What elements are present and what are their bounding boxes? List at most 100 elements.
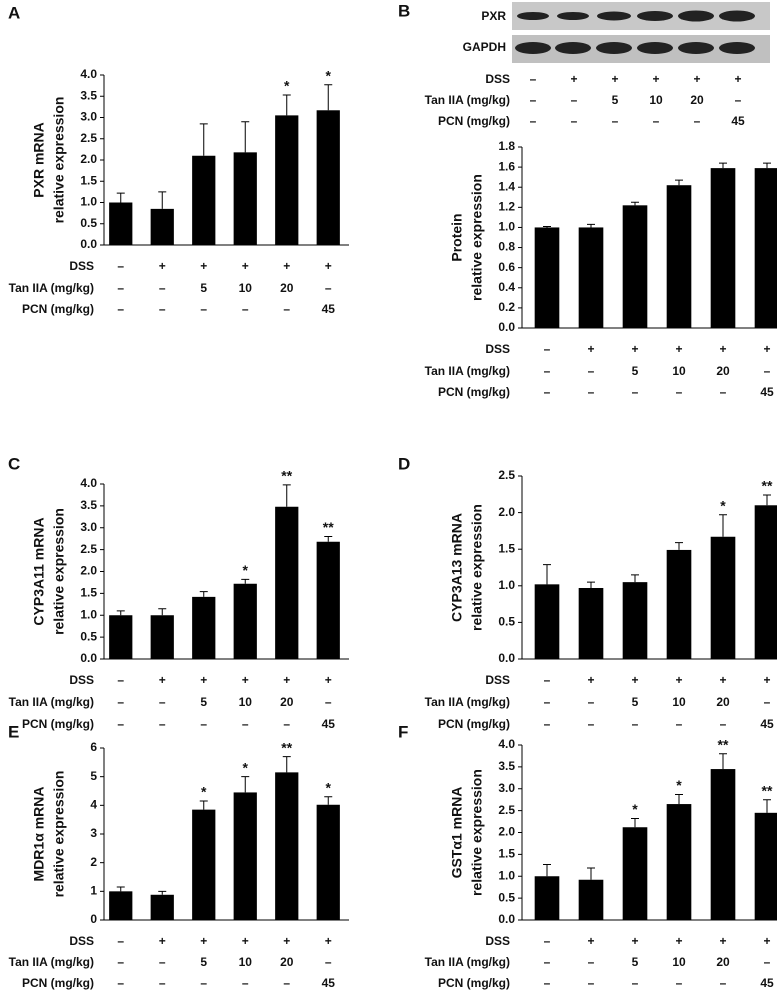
condition-value: 10: [672, 955, 686, 969]
condition-value: +: [763, 673, 770, 687]
error-bar: [631, 574, 639, 583]
bar: [710, 769, 736, 920]
condition-value: –: [117, 281, 124, 295]
error-bar: [116, 886, 125, 892]
condition-value: –: [571, 93, 578, 107]
condition-value: +: [675, 934, 682, 948]
error-bar: [324, 84, 333, 111]
y-axis-label: relative expression: [469, 174, 485, 301]
condition-value: +: [719, 342, 726, 356]
western-blot: [512, 2, 770, 63]
y-tick-label: 2.0: [498, 825, 515, 839]
condition-label: Tan IIA (mg/kg): [9, 281, 94, 295]
y-tick-label: 1.0: [80, 607, 97, 621]
significance: **: [718, 736, 729, 752]
panel-label: E: [8, 722, 19, 741]
condition-label: Tan IIA (mg/kg): [425, 93, 510, 107]
bar: [578, 227, 604, 328]
condition-value: –: [325, 695, 332, 709]
error-bar: [631, 818, 639, 828]
y-tick-label: 1.4: [498, 179, 515, 193]
condition-value: –: [676, 717, 683, 731]
condition-label: Tan IIA (mg/kg): [425, 955, 510, 969]
significance: *: [201, 784, 207, 800]
condition-value: –: [117, 673, 124, 687]
condition-value: +: [242, 259, 249, 273]
condition-value: 20: [280, 695, 294, 709]
condition-value: +: [159, 673, 166, 687]
bar: [534, 227, 560, 328]
condition-label: PCN (mg/kg): [438, 976, 510, 990]
error-bar: [587, 581, 595, 588]
y-tick-label: 1.5: [80, 173, 97, 187]
condition-value: 20: [280, 281, 294, 295]
condition-value: –: [325, 955, 332, 969]
bar: [666, 804, 692, 920]
blot-band-label: GAPDH: [463, 40, 506, 54]
error-bar: [158, 608, 167, 616]
panel-label: B: [398, 1, 410, 20]
y-axis-label: GSTα1 mRNA: [449, 787, 465, 879]
condition-value: –: [242, 976, 249, 990]
significance: *: [720, 497, 726, 513]
y-tick-label: 0.2: [498, 300, 515, 314]
condition-value: –: [632, 385, 639, 399]
y-tick-label: 0.5: [498, 615, 515, 629]
condition-value: 10: [672, 695, 686, 709]
y-tick-label: 0.0: [80, 237, 97, 251]
error-bar: [199, 123, 208, 156]
significance: *: [243, 562, 249, 578]
error-bar: [763, 162, 771, 169]
y-tick-label: 1.5: [80, 586, 97, 600]
condition-value: +: [159, 934, 166, 948]
condition-value: –: [720, 385, 727, 399]
error-bar: [199, 591, 208, 597]
y-axis-label: MDR1α mRNA: [31, 787, 47, 882]
condition-label: PCN (mg/kg): [22, 717, 94, 731]
condition-label: Tan IIA (mg/kg): [425, 695, 510, 709]
y-tick-label: 0.0: [498, 912, 515, 926]
error-bar: [675, 793, 683, 805]
y-tick-label: 1.8: [498, 139, 515, 153]
condition-value: 5: [200, 695, 207, 709]
condition-value: +: [200, 934, 207, 948]
condition-value: –: [159, 955, 166, 969]
condition-value: +: [693, 72, 700, 86]
y-tick-label: 1.0: [80, 195, 97, 209]
condition-value: –: [588, 955, 595, 969]
y-tick-label: 0.0: [498, 651, 515, 665]
bar: [710, 536, 736, 659]
condition-value: –: [544, 934, 551, 948]
condition-value: +: [570, 72, 577, 86]
significance: *: [676, 777, 682, 793]
y-axis-label: relative expression: [51, 508, 67, 635]
condition-value: –: [325, 281, 332, 295]
error-bar: [282, 756, 291, 773]
condition-value: –: [653, 114, 660, 128]
bar: [316, 804, 340, 920]
y-tick-label: 3.5: [80, 88, 97, 102]
condition-value: 10: [239, 281, 253, 295]
error-bar: [241, 121, 250, 153]
condition-value: +: [325, 934, 332, 948]
condition-value: –: [544, 955, 551, 969]
error-bar: [199, 800, 208, 810]
condition-value: +: [587, 342, 594, 356]
y-tick-label: 0: [90, 912, 97, 926]
condition-value: –: [632, 976, 639, 990]
significance: **: [762, 782, 773, 798]
condition-value: –: [283, 976, 290, 990]
bar: [578, 587, 604, 659]
y-axis-label: relative expression: [469, 769, 485, 896]
error-bar: [324, 536, 333, 542]
condition-value: +: [242, 934, 249, 948]
condition-value: +: [675, 342, 682, 356]
bar: [109, 202, 133, 245]
condition-value: –: [544, 695, 551, 709]
bar: [666, 185, 692, 328]
y-tick-label: 2.5: [80, 131, 97, 145]
condition-value: –: [159, 281, 166, 295]
condition-value: –: [117, 302, 124, 316]
panel-label: A: [8, 3, 20, 22]
